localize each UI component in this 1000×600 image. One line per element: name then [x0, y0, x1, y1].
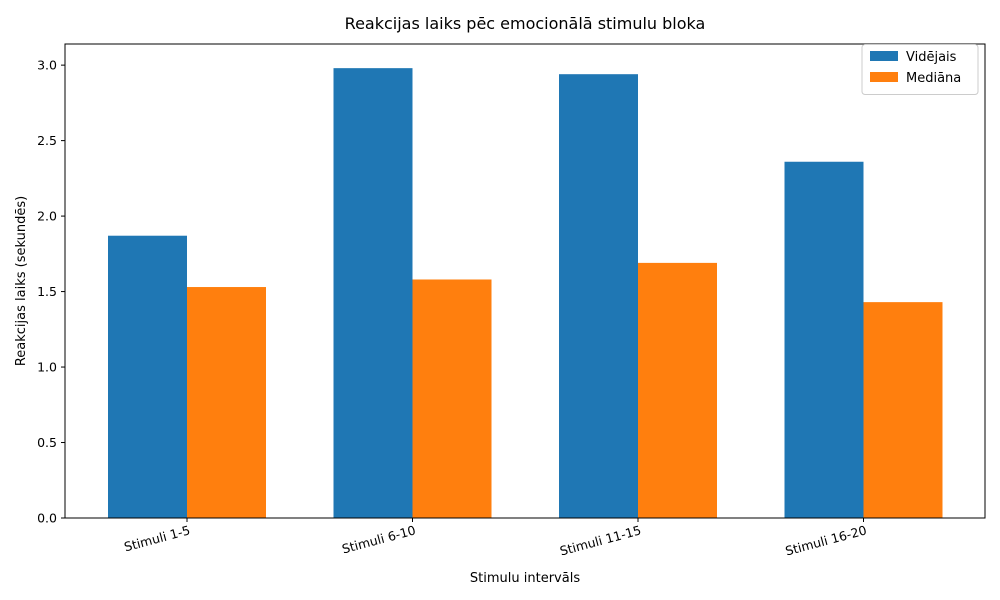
legend-swatch-vidējais — [870, 51, 898, 61]
y-tick-label: 2.5 — [37, 133, 57, 148]
y-axis: 0.0 0.5 1.0 1.5 2.0 2.5 3.0 — [37, 58, 65, 526]
legend-label-vidējais: Vidējais — [906, 50, 957, 65]
y-tick-label: 2.0 — [37, 209, 57, 224]
chart-title: Reakcijas laiks pēc emocionālā stimulu b… — [345, 14, 706, 33]
y-tick-label: 1.5 — [37, 284, 57, 299]
y-tick-label: 1.0 — [37, 360, 57, 375]
legend-label-mediāna: Mediāna — [906, 71, 961, 86]
x-tick-label: Stimuli 6-10 — [340, 522, 417, 556]
bar-vidējais-1 — [108, 235, 187, 518]
x-axis-label: Stimulu intervāls — [470, 571, 580, 586]
bar-mediāna-4 — [863, 302, 943, 518]
bar-vidējais-2 — [333, 68, 413, 518]
x-tick-label: Stimuli 16-20 — [784, 522, 869, 558]
y-tick-label: 0.0 — [37, 511, 57, 526]
bar-mediāna-2 — [412, 279, 492, 518]
legend: Vidējais Mediāna — [861, 44, 979, 95]
x-tick-label: Stimuli 11-15 — [558, 522, 643, 558]
y-axis-label: Reakcijas laiks (sekundēs) — [14, 196, 29, 366]
bar-mediāna-1 — [187, 287, 266, 518]
legend-swatch-mediāna — [870, 72, 898, 82]
y-tick-label: 0.5 — [37, 435, 57, 450]
plot-frame — [64, 43, 986, 519]
bar-mediāna-3 — [638, 262, 717, 518]
bars-group — [108, 68, 943, 518]
bar-vidējais-3 — [559, 74, 638, 518]
x-axis: Stimuli 1-5 Stimuli 6-10 Stimuli 11-15 Stim… — [122, 518, 868, 559]
y-tick-label: 3.0 — [37, 58, 57, 73]
x-tick-label: Stimuli 1-5 — [122, 522, 191, 554]
bar-vidējais-4 — [784, 161, 864, 518]
